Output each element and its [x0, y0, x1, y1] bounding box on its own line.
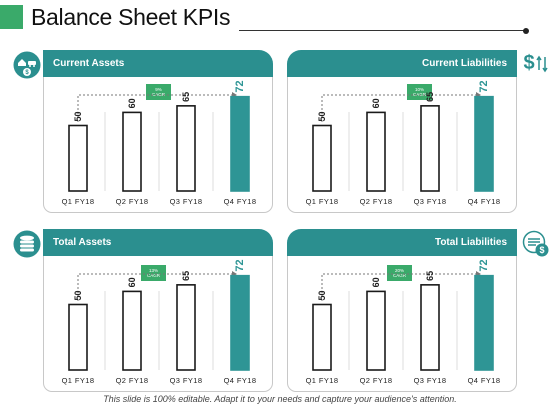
- bar-q2-fy18: [122, 290, 142, 371]
- category-label: Q1 FY18: [62, 197, 95, 206]
- bar-q3-fy18: [176, 105, 196, 192]
- bar-value-label: 65: [181, 92, 191, 102]
- total-liabilities-panel: Total Liabilities 20% CAGR 50 Q1 FY18 60 Q2…: [287, 229, 517, 392]
- category-label: Q4 FY18: [468, 376, 501, 385]
- bar-value-label: 50: [317, 290, 327, 300]
- current-liabilities-chart: 50 Q1 FY18 60 Q2 FY18 65 Q3 FY18 72 Q4 FY18: [306, 80, 501, 206]
- page-title: Balance Sheet KPIs: [31, 4, 231, 30]
- total-liabilities-header: Total Liabilities: [287, 229, 517, 256]
- bar-q1-fy18: [68, 303, 88, 371]
- cagr-arrow-line: [77, 273, 234, 301]
- bar-q1-fy18: [312, 124, 332, 192]
- cagr-label: CAGR: [151, 92, 165, 97]
- bar-q4-fy18: [230, 274, 250, 371]
- category-label: Q1 FY18: [306, 376, 339, 385]
- current-assets-chart: 50 Q1 FY18 60 Q2 FY18 65 Q3 FY18 72 Q4 FY18: [62, 80, 257, 206]
- bar-value-label: 65: [181, 271, 191, 281]
- bar-value-label: 50: [73, 111, 83, 121]
- category-label: Q4 FY18: [224, 376, 257, 385]
- bar-value-label: 50: [73, 290, 83, 300]
- bar-q1-fy18: [68, 124, 88, 192]
- cagr-value: 13%: [148, 268, 158, 273]
- svg-text:$: $: [523, 52, 534, 74]
- bar-q2-fy18: [366, 111, 386, 192]
- total-liabilities-cagr-badge: 20% CAGR: [387, 265, 412, 281]
- bar-q3-fy18: [420, 284, 440, 371]
- category-label: Q3 FY18: [414, 376, 447, 385]
- bar-q2-fy18: [122, 111, 142, 192]
- cagr-arrow-line: [321, 94, 478, 122]
- bar-value-label: 60: [127, 98, 137, 108]
- bar-q4-fy18: [474, 274, 494, 371]
- bar-q3-fy18: [420, 105, 440, 192]
- title-underline: [239, 30, 525, 31]
- total-assets-header: Total Assets: [43, 229, 273, 256]
- house-car-money-icon: $: [13, 51, 41, 79]
- cagr-value: 9%: [155, 87, 162, 92]
- svg-text:$: $: [25, 70, 29, 76]
- category-label: Q2 FY18: [360, 376, 393, 385]
- category-label: Q2 FY18: [360, 197, 393, 206]
- cagr-value: 20%: [394, 268, 404, 273]
- current-assets-cagr-badge: 9% CAGR: [146, 84, 171, 100]
- cagr-label: CAGR: [146, 273, 160, 278]
- total-assets-cagr-badge: 13% CAGR: [141, 265, 166, 281]
- bar-value-label: 65: [425, 92, 435, 102]
- cagr-label: CAGR: [392, 273, 406, 278]
- category-label: Q1 FY18: [306, 197, 339, 206]
- title-accent-square: [0, 5, 23, 29]
- bar-q2-fy18: [366, 290, 386, 371]
- current-assets-panel: Current Assets 9% CAGR 50 Q1 FY18 60 Q2 FY1…: [43, 50, 273, 213]
- bar-value-label: 50: [317, 111, 327, 121]
- category-label: Q4 FY18: [468, 197, 501, 206]
- bar-value-label: 72: [234, 259, 246, 271]
- bar-value-label: 60: [371, 98, 381, 108]
- category-label: Q2 FY18: [116, 197, 149, 206]
- category-label: Q1 FY18: [62, 376, 95, 385]
- category-label: Q3 FY18: [414, 197, 447, 206]
- bar-value-label: 65: [425, 271, 435, 281]
- bar-value-label: 72: [234, 80, 246, 92]
- cagr-arrow-line: [321, 273, 478, 301]
- dollar-list-icon: $: [522, 230, 549, 257]
- total-assets-chart: 50 Q1 FY18 60 Q2 FY18 65 Q3 FY18 72 Q4 FY18: [62, 259, 257, 385]
- svg-text:$: $: [539, 245, 544, 255]
- title-underline-dot: [523, 27, 529, 34]
- bar-value-label: 60: [371, 277, 381, 287]
- bar-q1-fy18: [312, 303, 332, 371]
- bar-q4-fy18: [474, 95, 494, 192]
- bar-q4-fy18: [230, 95, 250, 192]
- category-label: Q4 FY18: [224, 197, 257, 206]
- current-liabilities-header: Current Liabilities: [287, 50, 517, 77]
- current-liabilities-panel: Current Liabilities 10% CAGR 50 Q1 FY18 60…: [287, 50, 517, 213]
- dollar-arrows-icon: $: [523, 52, 548, 74]
- footer-note: This slide is 100% editable. Adapt it to…: [103, 394, 457, 404]
- total-liabilities-chart: 50 Q1 FY18 60 Q2 FY18 65 Q3 FY18 72 Q4 FY18: [306, 259, 501, 385]
- bar-value-label: 60: [127, 277, 137, 287]
- cagr-value: 10%: [414, 87, 424, 92]
- category-label: Q3 FY18: [170, 197, 203, 206]
- coin-stack-icon: [13, 230, 41, 258]
- bar-value-label: 72: [478, 80, 490, 92]
- category-label: Q3 FY18: [170, 376, 203, 385]
- bar-value-label: 72: [478, 259, 490, 271]
- current-assets-header: Current Assets: [43, 50, 273, 77]
- bar-q3-fy18: [176, 284, 196, 371]
- total-assets-panel: Total Assets 13% CAGR 50 Q1 FY18 60 Q2 FY18…: [43, 229, 273, 392]
- category-label: Q2 FY18: [116, 376, 149, 385]
- cagr-arrow-line: [77, 94, 234, 122]
